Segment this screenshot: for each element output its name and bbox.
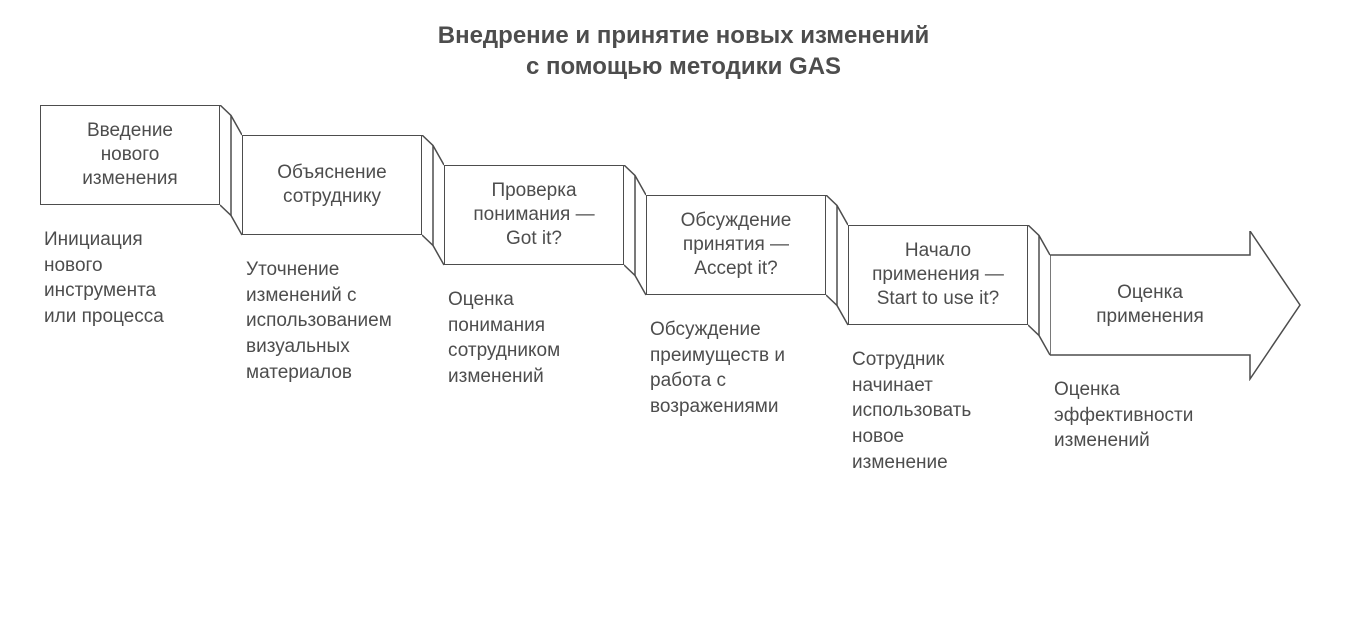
step-description: Инициацияновогоинструментаили процесса [44, 227, 234, 330]
fold-connector [826, 195, 848, 327]
step-label: Началоприменения —Start to use it? [862, 233, 1014, 316]
fold-connector [220, 105, 242, 237]
step-description: Сотрудникначинаетиспользоватьновоеизмене… [852, 347, 1042, 475]
step-step3: Проверкапонимания —Got it?Оценкапонимани… [444, 165, 624, 265]
final-arrow-description: Оценкаэффективностиизменений [1054, 377, 1264, 454]
step-box: Началоприменения —Start to use it? [848, 225, 1028, 325]
fold-connector [624, 165, 646, 297]
step-description: Уточнениеизменений сиспользованиемвизуал… [246, 257, 436, 385]
step-box: Обсуждениепринятия —Accept it? [646, 195, 826, 295]
step-description: Обсуждениепреимуществ иработа свозражени… [650, 317, 840, 420]
step-label: Обсуждениепринятия —Accept it? [671, 203, 802, 286]
step-label: Объяснениесотруднику [267, 155, 396, 215]
step-description: Оценкапониманиясотрудникомизменений [448, 287, 638, 390]
step-label: Введениеновогоизменения [72, 113, 187, 196]
step-step1: ВведениеновогоизмененияИнициацияновогоин… [40, 105, 220, 205]
step-box: Введениеновогоизменения [40, 105, 220, 205]
step-box: Объяснениесотруднику [242, 135, 422, 235]
step-step4: Обсуждениепринятия —Accept it?Обсуждение… [646, 195, 826, 295]
fold-connector [422, 135, 444, 267]
diagram-stage: Введениеновогоизменения Инициацияновогоин… [0, 0, 1367, 617]
final-arrow-label: Оценкаприменения [1050, 255, 1250, 355]
step-box: Проверкапонимания —Got it? [444, 165, 624, 265]
step-step2: ОбъяснениесотрудникуУточнениеизменений с… [242, 135, 422, 235]
step-step5: Началоприменения —Start to use it?Сотруд… [848, 225, 1028, 325]
step-label: Проверкапонимания —Got it? [463, 173, 604, 256]
fold-connector [1028, 225, 1050, 357]
